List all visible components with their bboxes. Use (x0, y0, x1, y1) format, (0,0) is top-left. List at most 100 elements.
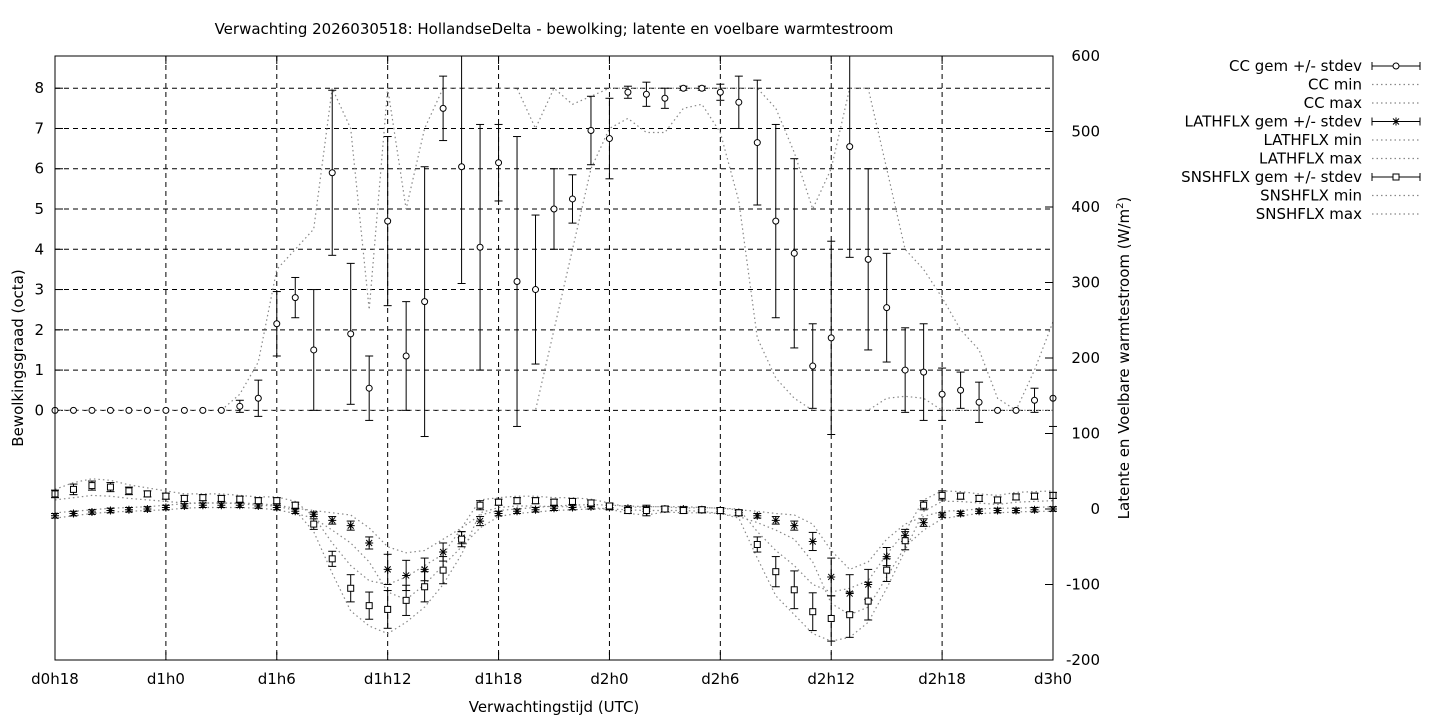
lathflx-mean-point (938, 511, 947, 520)
lathflx-mean-point (328, 516, 337, 525)
snshflx-mean-point (384, 605, 392, 613)
legend-label: SNSHFLX gem +/- stdev (1181, 168, 1362, 186)
legend-label: SNSHFLX min (1260, 187, 1362, 205)
lathflx-mean-point (346, 521, 355, 530)
lathflx-mean-point (291, 507, 300, 516)
snshflx-mean-point (310, 520, 318, 528)
lathflx-mean-point (494, 509, 503, 518)
snshflx-mean-point (1031, 492, 1039, 500)
lathflx-mean-point (827, 572, 836, 581)
snshflx-mean-point (587, 499, 595, 507)
cc-mean-point (532, 286, 540, 294)
cc-mean-point (809, 362, 817, 370)
cc-mean-point (568, 195, 576, 203)
cc-mean-point (236, 402, 244, 410)
y-left-tick-labels: 0 1 2 3 4 5 6 7 8 (34, 79, 44, 419)
y-left-tick-label: 1 (34, 361, 44, 379)
lathflx-mean-point (919, 518, 928, 527)
y-right-tick-label: -200 (1066, 651, 1100, 669)
snshflx-mean-point (328, 555, 336, 563)
legend-label: LATHFLX gem +/- stdev (1184, 113, 1362, 131)
snshflx-mean-point (642, 507, 650, 515)
lathflx-mean-point (235, 501, 244, 510)
cc-mean-point (254, 394, 262, 402)
lathflx-mean-point (69, 509, 78, 518)
y-right-tick-label: 400 (1071, 198, 1100, 216)
cc-mean-point (772, 217, 780, 225)
snshflx-mean-point (180, 494, 188, 502)
snshflx-mean-point (568, 497, 576, 505)
lathflx-mean-point (1030, 505, 1039, 514)
cc-mean-point (458, 163, 466, 171)
x-tick-label: d2h18 (918, 670, 966, 688)
cc-mean-point (605, 135, 613, 143)
legend-label: SNSHFLX max (1256, 205, 1362, 223)
cc-mean-point (162, 406, 170, 414)
lathflx-mean-point (309, 510, 318, 519)
cc-min-series (55, 103, 1053, 411)
snshflx-mean-point (439, 566, 447, 574)
legend-label: CC max (1304, 94, 1363, 112)
snshflx-mean-point (790, 586, 798, 594)
snshflx-mean-point (624, 507, 632, 515)
snshflx-mean-point (864, 597, 872, 605)
snshflx-mean-point (106, 483, 114, 491)
y-left-tick-label: 0 (34, 401, 44, 419)
snshflx-mean-point (458, 535, 466, 543)
snshflx-mean-point (661, 505, 669, 513)
cc-mean-point (864, 255, 872, 263)
snshflx-mean-point (495, 498, 503, 506)
cc-mean-point (199, 406, 207, 414)
snshflx-mean-point (143, 490, 151, 498)
cc-mean-point (180, 406, 188, 414)
snshflx-mean-point (69, 485, 77, 493)
cc-mean-point (661, 94, 669, 102)
snshflx-mean-point (236, 495, 244, 503)
lathflx-mean-point (993, 506, 1002, 515)
lathflx-mean-point (143, 505, 152, 513)
snshflx-mean-point (365, 602, 373, 610)
snshflx-mean-point (199, 494, 207, 502)
y-left-axis-label: Bewolkingsgraad (octa) (9, 269, 27, 446)
cc-mean-point (402, 352, 410, 360)
lathflx-mean-point (124, 505, 133, 514)
snshflx-mean-point (679, 507, 687, 515)
lathflx-mean-point (513, 507, 522, 516)
snshflx-mean-point (698, 506, 706, 514)
cc-mean-point (495, 159, 503, 167)
legend-label: CC gem +/- stdev (1229, 57, 1362, 75)
snshflx-mean-point (957, 492, 965, 500)
lathflx-mean-point (272, 503, 281, 512)
lathflx-mean-point (217, 501, 226, 510)
lathflx-mean-point (106, 506, 115, 515)
y-left-tick-label: 8 (34, 79, 44, 97)
snshflx-mean-point (920, 501, 928, 509)
legend-marker (1392, 62, 1400, 70)
lathflx-mean-point (420, 565, 429, 574)
lathflx-mean-point (771, 516, 780, 525)
plot-border (54, 55, 1054, 661)
cc-mean-point (883, 304, 891, 312)
cc-mean-point (846, 143, 854, 151)
x-tick-label: d1h0 (147, 670, 185, 688)
snshflx-mean-point (827, 614, 835, 622)
y-right-tick-label: 200 (1071, 349, 1100, 367)
cc-mean-point (1031, 396, 1039, 404)
legend-label: LATHFLX min (1263, 131, 1362, 149)
snshflx-mean-point (716, 507, 724, 515)
snshflx-mean-point (476, 501, 484, 509)
y-left-tick-label: 6 (34, 160, 44, 178)
legend-marker (1392, 173, 1400, 181)
x-tick-label: d2h6 (701, 670, 739, 688)
cc-mean-point (901, 366, 909, 374)
snshflx-mean-point (217, 494, 225, 502)
x-axis-label: Verwachtingstijd (UTC) (469, 698, 640, 716)
cc-mean-point (328, 169, 336, 177)
y-right-tick-label: 300 (1071, 274, 1100, 292)
cc-mean-point (143, 406, 151, 414)
lathflx-mean-point (365, 538, 374, 547)
cc-mean-point (642, 90, 650, 98)
cc-mean-point (513, 277, 521, 285)
snshflx-mean-point (901, 537, 909, 545)
lathflx-mean-point (198, 501, 207, 510)
